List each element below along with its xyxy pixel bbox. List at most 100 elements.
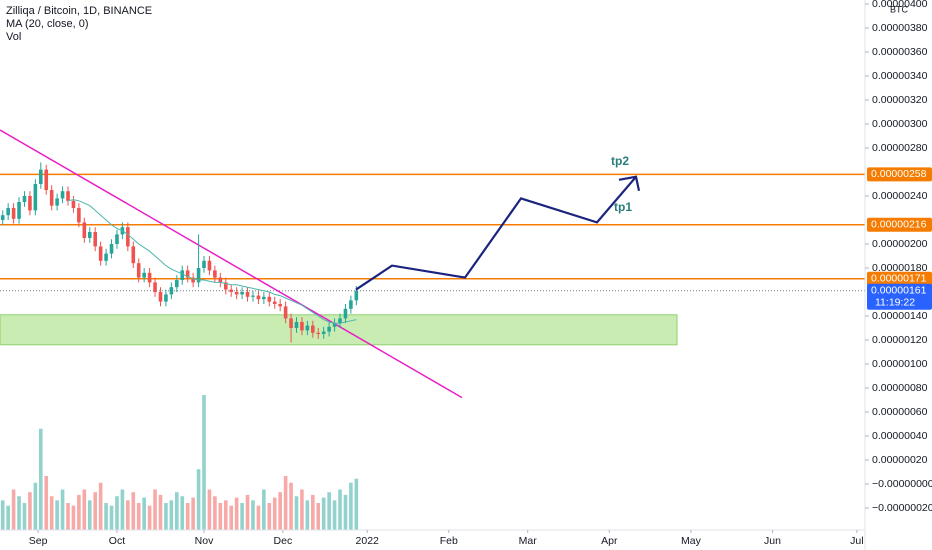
candle-body <box>191 277 195 283</box>
candle-body <box>147 272 152 283</box>
volume-bar <box>71 505 76 530</box>
x-tick-label: Jun <box>764 535 781 547</box>
candle-body <box>104 253 108 261</box>
candle-body <box>0 215 5 220</box>
y-tick-label: 0.00000140 <box>872 310 928 322</box>
volume-bar <box>28 492 32 530</box>
volume-bar <box>22 503 27 530</box>
candle-body <box>180 270 185 281</box>
x-tick-label: 2022 <box>356 535 380 547</box>
last-price-label: 0.00000161 <box>871 285 927 297</box>
volume-bar <box>44 476 49 530</box>
volume-bar <box>213 496 217 530</box>
y-tick-label: 0.00000280 <box>872 142 928 154</box>
volume-bar <box>147 505 152 530</box>
symbol-title: Zilliqa / Bitcoin, 1D, BINANCE <box>6 5 152 17</box>
volume-bar <box>142 497 146 530</box>
x-tick-label: Dec <box>274 535 293 547</box>
candle-body <box>272 301 277 305</box>
volume-bar <box>66 503 70 530</box>
candle-body <box>262 296 266 300</box>
candle-body <box>164 294 168 302</box>
y-tick-label: 0.00000040 <box>872 430 928 442</box>
candle-body <box>98 246 103 261</box>
volume-bar <box>300 489 304 530</box>
candle-body <box>223 282 228 290</box>
trendline <box>0 129 463 399</box>
candle-body <box>39 169 43 184</box>
candle-body <box>142 272 146 278</box>
candle-body <box>321 331 326 335</box>
volume-bar <box>39 428 43 530</box>
candle-body <box>115 234 119 244</box>
candle-body <box>71 200 76 208</box>
candle-body <box>240 292 244 295</box>
candle-body <box>245 292 250 297</box>
candle-body <box>338 318 342 324</box>
volume-bar <box>49 496 54 530</box>
volume-bar <box>207 489 212 530</box>
volume-bar <box>115 496 119 530</box>
x-tick-label: Mar <box>519 535 538 547</box>
volume-bar <box>0 500 5 530</box>
candle-body <box>300 322 304 331</box>
volume-bar <box>158 494 163 530</box>
volume-bar <box>185 503 190 530</box>
y-tick-label: 0.00000200 <box>872 238 928 250</box>
candle-body <box>6 207 10 216</box>
candle-body <box>82 222 87 238</box>
indicator-ma: MA (20, close, 0) <box>6 18 89 30</box>
volume-bar <box>218 503 223 530</box>
volume-bar <box>343 494 348 530</box>
candle-body <box>316 332 321 335</box>
volume-bar <box>109 505 114 530</box>
x-tick-label: Feb <box>440 535 458 547</box>
volume-bar <box>126 500 130 530</box>
x-tick-label: May <box>681 535 702 547</box>
candle-body <box>332 323 337 327</box>
volume-bar <box>169 500 174 530</box>
candle-body <box>77 207 81 223</box>
candle-body <box>229 289 234 293</box>
candle-body <box>93 231 98 247</box>
candle-body <box>153 282 157 293</box>
volume-bar <box>60 489 65 530</box>
candle-body <box>55 198 59 206</box>
volume-bar <box>245 494 250 530</box>
y-tick-label: 0.00000240 <box>872 190 928 202</box>
annotation-tp1: tp1 <box>614 200 632 214</box>
volume-bar <box>240 503 244 530</box>
y-tick-label: 0.00000120 <box>872 334 928 346</box>
volume-bar <box>82 489 87 530</box>
volume-bar <box>131 492 136 530</box>
volume-bar <box>136 503 141 530</box>
level-tag <box>867 167 932 182</box>
volume-bar <box>251 500 255 530</box>
volume-bar <box>11 489 16 530</box>
volume-bar <box>191 497 195 530</box>
candle-body <box>213 270 217 278</box>
candle-body <box>11 207 16 219</box>
volume-bar <box>175 492 179 530</box>
y-tick-label: −0.00000020 <box>872 502 932 514</box>
volume-bar <box>338 489 342 530</box>
level-label: 0.00000258 <box>871 168 927 180</box>
projection-arrowhead <box>618 175 641 192</box>
candle-body <box>49 189 54 206</box>
level-label: 0.00000216 <box>871 219 927 231</box>
candle-body <box>28 195 32 211</box>
level-tag <box>867 217 932 232</box>
candle-body <box>305 325 310 331</box>
candle-body <box>354 290 359 301</box>
candle-body <box>289 318 293 329</box>
y-tick-label: 0.00000100 <box>872 358 928 370</box>
volume-bar <box>180 496 185 530</box>
indicator-vol: Vol <box>6 31 21 43</box>
x-tick-label: Apr <box>601 535 618 547</box>
y-tick-label: 0.00000060 <box>872 406 928 418</box>
candle-body <box>311 325 315 333</box>
candle-body <box>109 243 114 254</box>
candle-body <box>44 169 49 190</box>
volume-bar <box>262 489 266 530</box>
volume-bar <box>272 497 277 530</box>
